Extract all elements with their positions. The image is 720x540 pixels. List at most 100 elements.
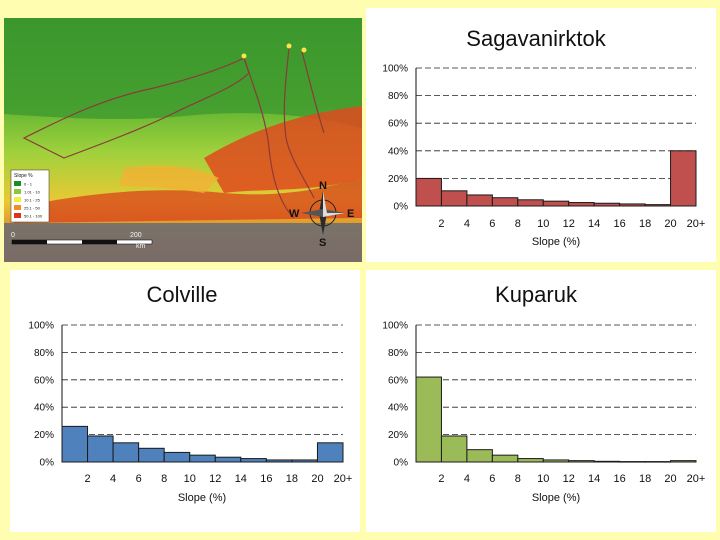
x-tick-label: 12 bbox=[563, 473, 575, 485]
chart-title: Kuparuk bbox=[495, 282, 578, 307]
y-tick-label: 40% bbox=[34, 403, 54, 414]
legend-swatch bbox=[14, 205, 21, 210]
bar bbox=[440, 435, 468, 463]
y-tick-label: 20% bbox=[388, 174, 408, 185]
x-tick-label: 20+ bbox=[687, 218, 706, 230]
bar bbox=[593, 202, 621, 207]
y-tick-label: 0% bbox=[394, 458, 409, 469]
x-tick-label: 16 bbox=[260, 473, 272, 485]
legend-swatch bbox=[14, 197, 21, 202]
x-tick-label: 8 bbox=[515, 218, 521, 230]
x-tick-label: 18 bbox=[286, 473, 298, 485]
x-tick-label: 10 bbox=[184, 473, 196, 485]
bar bbox=[163, 451, 191, 463]
x-tick-label: 2 bbox=[438, 473, 444, 485]
x-tick-label: 6 bbox=[489, 218, 495, 230]
x-tick-label: 20+ bbox=[334, 473, 353, 485]
x-tick-label: 16 bbox=[614, 473, 626, 485]
compass-rose-icon: N E S W bbox=[289, 180, 354, 249]
y-tick-label: 20% bbox=[34, 430, 54, 441]
compass-w: W bbox=[289, 208, 300, 220]
legend-swatch bbox=[14, 189, 21, 194]
y-tick-label: 100% bbox=[382, 321, 408, 332]
y-tick-label: 40% bbox=[388, 403, 408, 414]
x-tick-label: 10 bbox=[537, 218, 549, 230]
bar bbox=[568, 202, 595, 207]
outlet-point bbox=[241, 53, 247, 59]
bar bbox=[542, 459, 570, 463]
slope-map: Slope % 0 - 1 1.01 - 10 10.1 - 25 25.1 -… bbox=[4, 18, 362, 262]
x-tick-label: 2 bbox=[84, 473, 90, 485]
sagavanirktok-chart: Sagavanirktok Slope (%) 0% 20% 40% 60% 80% 10… bbox=[382, 26, 706, 248]
bar bbox=[466, 449, 493, 463]
legend-label: 0 - 1 bbox=[24, 182, 33, 187]
y-tick-label: 20% bbox=[388, 430, 408, 441]
x-tick-label: 20+ bbox=[687, 473, 706, 485]
bar bbox=[593, 460, 621, 463]
y-tick-label: 40% bbox=[388, 146, 408, 157]
bar bbox=[644, 204, 672, 207]
legend-swatch bbox=[14, 181, 21, 186]
bar bbox=[568, 460, 595, 463]
bar bbox=[415, 376, 442, 463]
outlet-point bbox=[301, 47, 307, 53]
x-tick-label: 4 bbox=[110, 473, 116, 485]
bar bbox=[291, 459, 318, 463]
x-tick-label: 20 bbox=[664, 473, 676, 485]
y-tick-label: 80% bbox=[388, 91, 408, 102]
x-tick-label: 18 bbox=[639, 218, 651, 230]
x-tick-label: 16 bbox=[614, 218, 626, 230]
sagavanirktok-panel: Sagavanirktok Slope (%) 0% 20% 40% 60% 80% 10… bbox=[366, 8, 716, 262]
x-tick-label: 6 bbox=[136, 473, 142, 485]
bar bbox=[644, 461, 672, 463]
bar bbox=[491, 454, 519, 463]
x-tick-label: 8 bbox=[515, 473, 521, 485]
x-tick-label: 14 bbox=[588, 473, 600, 485]
bar bbox=[542, 200, 570, 207]
outlet-point bbox=[286, 43, 292, 49]
x-tick-label: 4 bbox=[464, 473, 470, 485]
y-tick-label: 60% bbox=[388, 375, 408, 386]
y-tick-label: 100% bbox=[382, 64, 408, 75]
compass-n: N bbox=[319, 180, 327, 192]
x-axis-label: Slope (%) bbox=[532, 236, 580, 248]
y-tick-label: 60% bbox=[34, 375, 54, 386]
legend-label: 50.1 - 100 bbox=[24, 214, 43, 219]
bar bbox=[240, 458, 267, 463]
kuparuk-chart: Kuparuk Slope (%) 0% 20% 40% 60% 80% 100% 2 4 6 8… bbox=[382, 282, 706, 504]
bar bbox=[214, 456, 242, 463]
bar bbox=[316, 442, 344, 463]
colville-chart: Colville Slope (%) 0% 20% 40% 60% 80% 100% 2 4 6… bbox=[28, 282, 353, 504]
bar bbox=[491, 197, 519, 207]
chart-title: Sagavanirktok bbox=[466, 26, 606, 51]
map-legend: Slope % 0 - 1 1.01 - 10 10.1 - 25 25.1 -… bbox=[10, 169, 50, 223]
legend-label: 10.1 - 25 bbox=[24, 198, 41, 203]
kuparuk-panel: Kuparuk Slope (%) 0% 20% 40% 60% 80% 100% 2 4 6 8… bbox=[366, 270, 716, 532]
x-tick-label: 10 bbox=[537, 473, 549, 485]
bar bbox=[112, 442, 140, 463]
x-tick-label: 20 bbox=[311, 473, 323, 485]
x-axis-label: Slope (%) bbox=[178, 492, 226, 504]
bar bbox=[619, 461, 646, 463]
scale-bar: 0 200 km bbox=[11, 232, 153, 250]
scale-label-start: 0 bbox=[11, 232, 15, 239]
bar bbox=[415, 177, 442, 207]
y-tick-label: 80% bbox=[34, 348, 54, 359]
bar bbox=[466, 194, 493, 207]
x-tick-label: 14 bbox=[235, 473, 247, 485]
bar bbox=[87, 435, 114, 463]
y-tick-label: 0% bbox=[394, 202, 409, 213]
legend-label: 1.01 - 10 bbox=[24, 190, 41, 195]
y-tick-label: 0% bbox=[40, 458, 55, 469]
colville-panel: Colville Slope (%) 0% 20% 40% 60% 80% 100% 2 4 6… bbox=[10, 270, 360, 532]
slope-map-graphic: Slope % 0 - 1 1.01 - 10 10.1 - 25 25.1 -… bbox=[4, 18, 362, 262]
bar bbox=[619, 203, 646, 207]
x-tick-label: 6 bbox=[489, 473, 495, 485]
x-tick-label: 14 bbox=[588, 218, 600, 230]
bar bbox=[61, 425, 89, 463]
y-tick-label: 60% bbox=[388, 119, 408, 130]
x-tick-label: 18 bbox=[639, 473, 651, 485]
x-tick-label: 12 bbox=[209, 473, 221, 485]
x-tick-label: 20 bbox=[664, 218, 676, 230]
bar bbox=[138, 447, 165, 463]
